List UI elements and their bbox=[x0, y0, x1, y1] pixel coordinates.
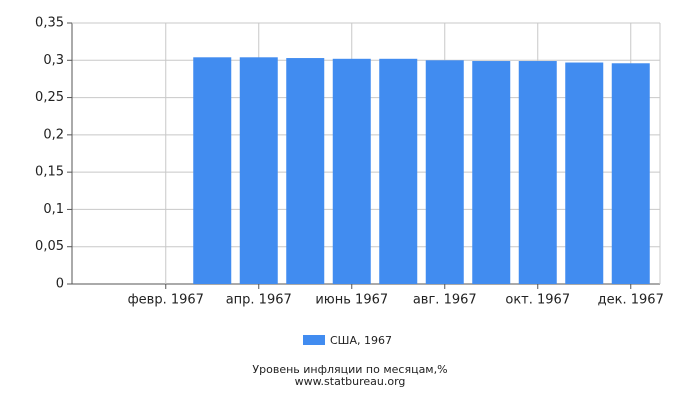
bar bbox=[611, 63, 650, 284]
y-tick-label: 0,35 bbox=[35, 16, 64, 31]
y-tick-label: 0,15 bbox=[35, 165, 64, 180]
bar bbox=[565, 62, 604, 284]
bar bbox=[286, 58, 325, 285]
bar bbox=[379, 58, 418, 285]
y-tick-label: 0,2 bbox=[43, 127, 64, 142]
x-tick-label: авг. 1967 bbox=[413, 293, 477, 308]
bar bbox=[193, 57, 232, 284]
bar bbox=[332, 58, 371, 285]
chart-subtitle: www.statbureau.org bbox=[295, 375, 406, 388]
bar bbox=[472, 61, 511, 284]
legend-label: США, 1967 bbox=[330, 334, 392, 347]
x-tick-label: февр. 1967 bbox=[128, 293, 204, 308]
y-tick-label: 0,05 bbox=[35, 239, 64, 254]
x-tick-label: июнь 1967 bbox=[315, 293, 388, 308]
bar bbox=[239, 57, 278, 284]
chart-title: Уровень инфляции по месяцам,% bbox=[252, 363, 447, 376]
x-tick-label: дек. 1967 bbox=[598, 293, 664, 308]
y-tick-label: 0,25 bbox=[35, 90, 64, 105]
bar bbox=[425, 60, 464, 285]
legend-swatch bbox=[303, 335, 325, 345]
y-tick-label: 0 bbox=[56, 277, 64, 292]
y-tick-label: 0,3 bbox=[43, 53, 64, 68]
bar bbox=[518, 61, 557, 284]
y-tick-label: 0,1 bbox=[43, 202, 64, 217]
x-tick-label: апр. 1967 bbox=[226, 293, 292, 308]
x-tick-label: окт. 1967 bbox=[505, 293, 570, 308]
